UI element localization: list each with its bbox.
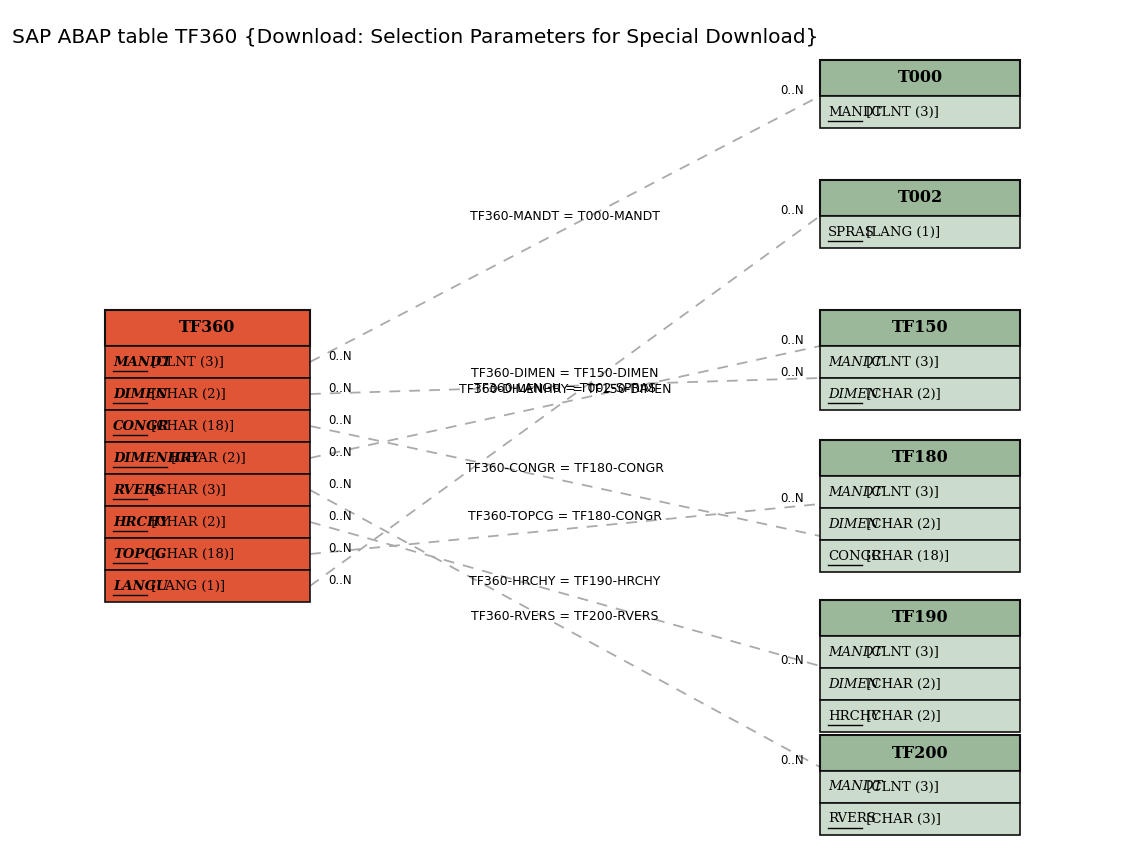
Text: 0..N: 0..N bbox=[780, 84, 804, 96]
Text: T002: T002 bbox=[898, 189, 943, 207]
Text: 0..N: 0..N bbox=[780, 492, 804, 505]
Text: [CHAR (2)]: [CHAR (2)] bbox=[861, 709, 940, 722]
Bar bbox=[105, 506, 310, 538]
Text: [CHAR (2)]: [CHAR (2)] bbox=[861, 678, 940, 691]
Text: 0..N: 0..N bbox=[329, 478, 351, 491]
Text: T000: T000 bbox=[898, 70, 943, 86]
Text: TF360-MANDT = T000-MANDT: TF360-MANDT = T000-MANDT bbox=[470, 210, 660, 223]
Text: [CHAR (18)]: [CHAR (18)] bbox=[147, 419, 234, 432]
Text: 0..N: 0..N bbox=[329, 510, 351, 523]
Text: TF360-CONGR = TF180-CONGR: TF360-CONGR = TF180-CONGR bbox=[466, 462, 664, 475]
Bar bbox=[820, 735, 1019, 771]
Text: DIMEN: DIMEN bbox=[828, 387, 878, 400]
Bar bbox=[820, 540, 1019, 572]
Text: TF360-HRCHY = TF190-HRCHY: TF360-HRCHY = TF190-HRCHY bbox=[470, 575, 660, 588]
Text: LANGU: LANGU bbox=[113, 579, 167, 592]
Text: [CHAR (2)]: [CHAR (2)] bbox=[861, 387, 940, 400]
Bar bbox=[105, 410, 310, 442]
Text: [CHAR (3)]: [CHAR (3)] bbox=[147, 484, 226, 497]
Text: 0..N: 0..N bbox=[780, 754, 804, 767]
Text: TF360-RVERS = TF200-RVERS: TF360-RVERS = TF200-RVERS bbox=[471, 610, 658, 623]
Text: MANDT: MANDT bbox=[828, 646, 883, 659]
Bar bbox=[820, 440, 1019, 476]
Text: MANDT: MANDT bbox=[828, 781, 883, 794]
Text: 0..N: 0..N bbox=[329, 573, 351, 586]
Bar bbox=[820, 803, 1019, 835]
Text: [CLNT (3)]: [CLNT (3)] bbox=[861, 356, 938, 369]
Text: DIMEN: DIMEN bbox=[828, 678, 878, 691]
Text: 0..N: 0..N bbox=[329, 381, 351, 394]
Bar bbox=[105, 442, 310, 474]
Bar bbox=[820, 636, 1019, 668]
Bar bbox=[105, 474, 310, 506]
Text: [CLNT (3)]: [CLNT (3)] bbox=[861, 106, 938, 119]
Text: TF200: TF200 bbox=[892, 745, 948, 761]
Text: CONGR: CONGR bbox=[113, 419, 169, 432]
Bar bbox=[820, 600, 1019, 636]
Text: [CHAR (3)]: [CHAR (3)] bbox=[861, 813, 940, 826]
Text: [CHAR (18)]: [CHAR (18)] bbox=[147, 548, 234, 561]
Text: DIMEN: DIMEN bbox=[828, 517, 878, 530]
Bar bbox=[105, 378, 310, 410]
Bar bbox=[820, 216, 1019, 248]
Text: MANDT: MANDT bbox=[828, 106, 882, 119]
Text: RVERS: RVERS bbox=[113, 484, 165, 497]
Bar bbox=[105, 570, 310, 602]
Text: [CHAR (2)]: [CHAR (2)] bbox=[861, 517, 940, 530]
Text: 0..N: 0..N bbox=[329, 413, 351, 426]
Text: TF360: TF360 bbox=[180, 319, 236, 337]
Bar bbox=[820, 180, 1019, 216]
Text: [LANG (1)]: [LANG (1)] bbox=[147, 579, 225, 592]
Text: [CLNT (3)]: [CLNT (3)] bbox=[147, 356, 224, 369]
Text: [CHAR (2)]: [CHAR (2)] bbox=[167, 451, 245, 464]
Text: SPRAS: SPRAS bbox=[828, 226, 875, 238]
Bar bbox=[820, 508, 1019, 540]
Text: DIMEN: DIMEN bbox=[113, 387, 167, 400]
Text: CONGR: CONGR bbox=[828, 549, 882, 562]
Text: TOPCG: TOPCG bbox=[113, 548, 166, 561]
Text: HRCHY: HRCHY bbox=[113, 516, 169, 529]
Bar bbox=[105, 346, 310, 378]
Text: [CHAR (2)]: [CHAR (2)] bbox=[147, 516, 226, 529]
Text: 0..N: 0..N bbox=[329, 445, 351, 459]
Text: RVERS: RVERS bbox=[828, 813, 876, 826]
Text: [CLNT (3)]: [CLNT (3)] bbox=[861, 781, 938, 794]
Text: HRCHY: HRCHY bbox=[828, 709, 881, 722]
Bar bbox=[105, 310, 310, 346]
Text: 0..N: 0..N bbox=[780, 333, 804, 346]
Text: [CLNT (3)]: [CLNT (3)] bbox=[861, 486, 938, 499]
Text: TF360-TOPCG = TF180-CONGR: TF360-TOPCG = TF180-CONGR bbox=[469, 510, 662, 523]
Bar bbox=[820, 96, 1019, 128]
Text: [CLNT (3)]: [CLNT (3)] bbox=[861, 646, 938, 659]
Bar bbox=[820, 60, 1019, 96]
Bar bbox=[820, 310, 1019, 346]
Bar bbox=[820, 476, 1019, 508]
Bar bbox=[105, 538, 310, 570]
Text: 0..N: 0..N bbox=[780, 653, 804, 666]
Text: TF360-DIMENHRY = TF150-DIMEN: TF360-DIMENHRY = TF150-DIMEN bbox=[458, 383, 672, 396]
Text: TF150: TF150 bbox=[892, 319, 948, 337]
Text: TF360-DIMEN = TF150-DIMEN: TF360-DIMEN = TF150-DIMEN bbox=[471, 367, 658, 380]
Text: DIMENHRY: DIMENHRY bbox=[113, 451, 200, 464]
Text: 0..N: 0..N bbox=[780, 366, 804, 379]
Bar bbox=[820, 346, 1019, 378]
Text: 0..N: 0..N bbox=[780, 203, 804, 216]
Text: TF360-LANGU = T002-SPRAS: TF360-LANGU = T002-SPRAS bbox=[474, 382, 656, 395]
Text: [LANG (1)]: [LANG (1)] bbox=[861, 226, 939, 238]
Bar bbox=[820, 378, 1019, 410]
Text: MANDT: MANDT bbox=[828, 486, 883, 499]
Bar bbox=[820, 771, 1019, 803]
Text: 0..N: 0..N bbox=[329, 350, 351, 362]
Text: MANDT: MANDT bbox=[828, 356, 883, 369]
Text: [CHAR (2)]: [CHAR (2)] bbox=[147, 387, 226, 400]
Text: MANDT: MANDT bbox=[113, 356, 172, 369]
Text: SAP ABAP table TF360 {Download: Selection Parameters for Special Download}: SAP ABAP table TF360 {Download: Selectio… bbox=[12, 28, 819, 47]
Bar bbox=[820, 668, 1019, 700]
Text: TF180: TF180 bbox=[892, 449, 948, 467]
Bar bbox=[820, 700, 1019, 732]
Text: [CHAR (18)]: [CHAR (18)] bbox=[861, 549, 948, 562]
Text: TF190: TF190 bbox=[892, 610, 948, 627]
Text: 0..N: 0..N bbox=[329, 542, 351, 554]
